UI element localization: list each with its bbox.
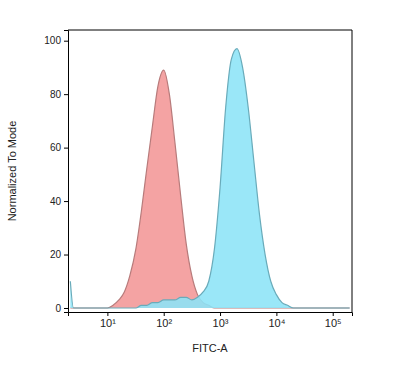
- y-tick: 80: [50, 89, 68, 100]
- x-tick: 10⁴: [268, 312, 285, 329]
- y-tick: 60: [50, 142, 68, 153]
- y-tick: 0: [55, 303, 68, 314]
- x-axis-title: FITC-A: [192, 342, 228, 354]
- y-axis-line: [64, 31, 69, 313]
- y-tick-mark: [64, 308, 68, 309]
- x-tick-mark: [164, 312, 165, 316]
- y-tick: 100: [44, 35, 68, 46]
- x-tick-mark: [333, 312, 334, 316]
- x-tick-mark: [276, 312, 277, 316]
- histogram-area: [70, 70, 349, 308]
- y-tick-label: 0: [55, 303, 61, 314]
- frame: [68, 30, 352, 31]
- x-tick: 10³: [213, 312, 229, 329]
- y-tick: 20: [50, 249, 68, 260]
- x-tick-mark: [107, 312, 108, 316]
- x-tick: 10⁵: [325, 312, 342, 329]
- x-axis: 10¹ 10² 10³ 10⁴ 10⁵: [69, 312, 353, 329]
- frame: [352, 30, 353, 312]
- x-tick-label: 10⁴: [268, 317, 285, 329]
- y-tick-label: 100: [44, 35, 61, 46]
- y-tick-label: 80: [50, 89, 62, 100]
- x-tick: 10¹: [100, 312, 116, 329]
- y-tick-mark: [64, 255, 68, 256]
- x-tick-label: 10³: [213, 317, 229, 329]
- y-tick-mark: [64, 41, 68, 42]
- y-tick-label: 40: [50, 196, 62, 207]
- x-tick-label: 10¹: [100, 317, 116, 329]
- y-tick-mark: [64, 148, 68, 149]
- y-tick-label: 60: [50, 142, 62, 153]
- x-tick-label: 10²: [156, 317, 172, 329]
- y-axis: 0 20 40 60 80 100: [44, 31, 68, 314]
- x-tick: 10²: [156, 312, 172, 329]
- y-tick: 40: [50, 196, 68, 207]
- y-axis-title: Normalized To Mode: [6, 121, 18, 222]
- marks: [70, 49, 349, 308]
- plot: 10¹ 10² 10³ 10⁴ 10⁵ 0 20 40 60 80 100: [44, 30, 352, 329]
- histogram-outline: [70, 49, 349, 308]
- x-tick-label: 10⁵: [325, 317, 342, 329]
- x-tick-mark: [220, 312, 221, 316]
- histogram-area: [70, 49, 349, 308]
- x-axis-line: [69, 313, 353, 317]
- chart: 10¹ 10² 10³ 10⁴ 10⁵ 0 20 40 60 80 100 FITC-A Normali…: [0, 0, 400, 366]
- histogram-outline: [70, 70, 349, 308]
- y-tick-mark: [64, 201, 68, 202]
- y-tick-label: 20: [50, 249, 62, 260]
- y-tick-mark: [64, 94, 68, 95]
